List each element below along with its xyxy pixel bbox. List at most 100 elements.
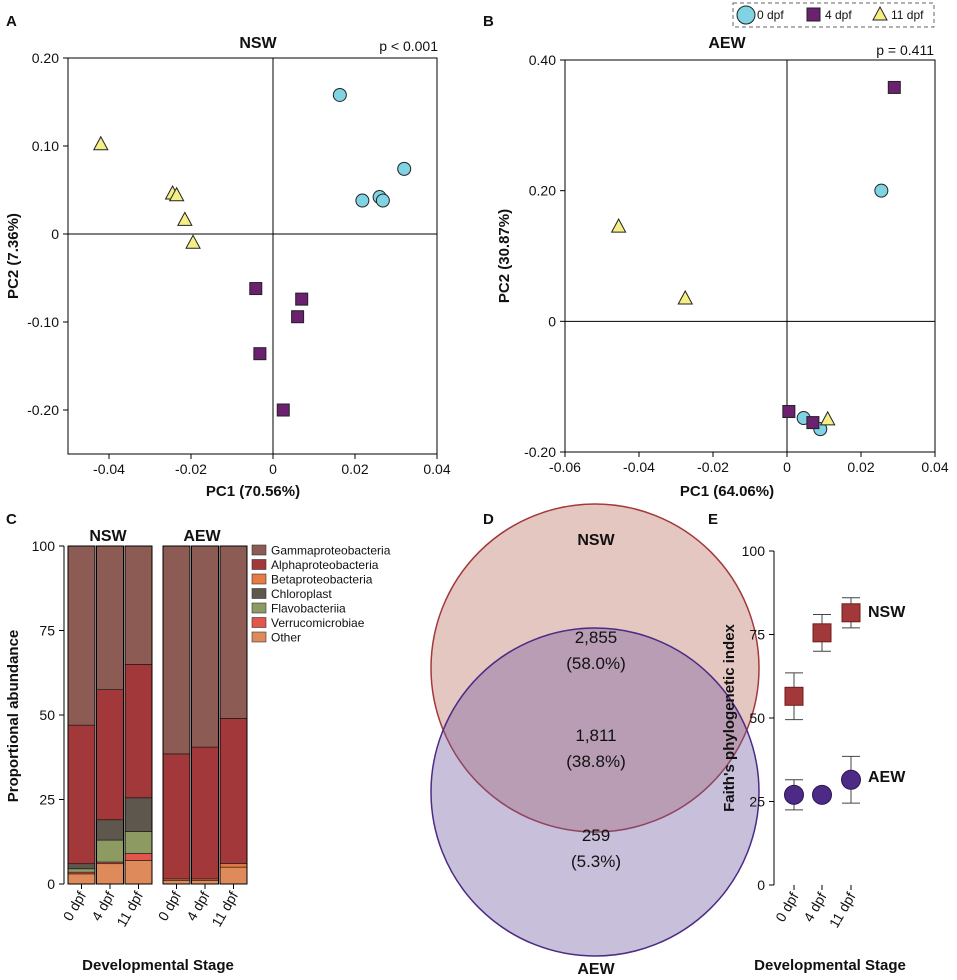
e-xtick-label: 4 dpf — [800, 889, 829, 924]
c-legend-swatch — [251, 573, 267, 585]
c-bar-segment-verrucomicrobiae — [124, 853, 153, 861]
a-point-0dpf — [397, 161, 412, 176]
panel-e-xlabel: Developmental Stage — [754, 957, 906, 974]
b-xtick-label: 0 — [783, 459, 791, 475]
c-legend-label: Gammaproteobacteria — [271, 544, 391, 558]
c-bar-segment-betaproteobacteria — [219, 863, 248, 868]
c-ytick-label: 50 — [39, 707, 55, 723]
a-ytick-label: -0.20 — [27, 402, 59, 418]
venn-nsw-only-count: 2,855 — [575, 628, 618, 647]
venn-label-nsw: NSW — [577, 532, 615, 549]
b-point-11dpf — [677, 289, 694, 305]
c-bar-segment-other — [162, 880, 191, 885]
e-point-nsw — [784, 686, 804, 706]
c-legend-label: Flavobacteriia — [271, 602, 346, 616]
a-point-0dpf — [375, 193, 390, 208]
a-point-0dpf — [355, 193, 370, 208]
e-point-aew — [784, 784, 804, 805]
c-legend-swatch — [251, 631, 267, 643]
panel-b: 0 dpf 4 dpf 11 dpf AEW p = 0.411 -0.06 -0… — [496, 2, 949, 500]
b-ytick-label: 0.20 — [529, 183, 556, 199]
b-xtick-label: -0.04 — [623, 459, 655, 475]
c-legend-label: Betaproteobacteria — [271, 573, 373, 587]
c-xtick-label: 4 dpf — [88, 888, 117, 923]
panel-c-group-nsw: NSW — [89, 528, 127, 545]
a-point-11dpf — [168, 186, 185, 202]
legend-ab-marker-11dpf — [872, 5, 888, 21]
legend-ab-label-11dpf: 11 dpf — [891, 8, 924, 22]
legend-ab: 0 dpf 4 dpf 11 dpf — [732, 2, 935, 28]
c-ytick-label: 25 — [39, 792, 55, 808]
panel-c-ylabel: Proportional abundance — [5, 630, 22, 803]
e-ytick-label: 75 — [749, 627, 765, 643]
panel-a-title: NSW — [239, 35, 277, 52]
a-point-4dpf — [295, 292, 309, 306]
c-xtick-label: 0 dpf — [155, 888, 184, 923]
c-bar-segment-gammaproteobacteria — [67, 545, 96, 726]
c-bar-segment-flavobacteriia — [124, 831, 153, 854]
b-xtick-label: 0.04 — [921, 459, 948, 475]
panel-b-pvalue: p = 0.411 — [876, 42, 934, 58]
b-point-11dpf — [610, 218, 627, 233]
c-bar-segment-other — [96, 863, 124, 885]
panel-b-xlabel: PC1 (64.06%) — [680, 483, 774, 500]
c-ytick-label: 0 — [47, 876, 55, 892]
venn-aew-only-count: 259 — [582, 826, 610, 845]
panel-e-label-nsw: NSW — [868, 604, 906, 621]
panel-b-frame — [564, 59, 936, 453]
c-bar-segment-gammaproteobacteria — [162, 545, 191, 755]
venn-circle-aew — [430, 627, 760, 957]
c-legend-swatch — [251, 602, 267, 614]
c-legend-label: Other — [271, 631, 301, 645]
e-xtick-label: 11 dpf — [826, 889, 859, 930]
c-bar-segment-chloroplast — [67, 863, 96, 870]
legend-ab-label-4dpf: 4 dpf — [825, 8, 852, 22]
b-ytick-label: -0.20 — [524, 444, 556, 460]
panel-a-zero-lines — [68, 58, 437, 454]
a-xtick-label: 0.04 — [423, 461, 450, 477]
c-bar-segment-flavobacteriia — [96, 839, 124, 863]
c-legend-swatch — [251, 544, 267, 556]
a-point-4dpf — [249, 282, 263, 296]
panel-label-c: C — [6, 511, 17, 528]
e-point-aew — [841, 769, 861, 790]
c-legend-swatch — [251, 559, 267, 570]
a-ytick-label: 0.20 — [32, 50, 59, 66]
c-bar-segment-alphaproteobacteria — [124, 663, 153, 799]
panel-label-b: B — [483, 13, 494, 30]
panel-b-zero-lines — [565, 60, 935, 452]
c-bar-segment-alphaproteobacteria — [67, 724, 96, 865]
c-xtick-label: 4 dpf — [183, 888, 212, 923]
panel-e-ylabel: Faith's phylogenetic index — [721, 623, 738, 811]
legend-ab-marker-4dpf — [806, 7, 821, 22]
c-bar-segment-gammaproteobacteria — [96, 545, 124, 690]
venn-shared-percent: (38.8%) — [566, 752, 626, 771]
c-legend-swatch — [251, 588, 267, 599]
c-bar-segment-other — [191, 880, 219, 885]
a-point-4dpf — [253, 347, 267, 361]
a-point-11dpf — [185, 234, 201, 249]
panel-label-a: A — [6, 13, 17, 30]
b-xtick-label: -0.06 — [549, 459, 581, 475]
e-point-nsw — [812, 623, 832, 643]
a-ytick-label: 0 — [51, 226, 59, 242]
a-xtick-label: -0.02 — [175, 461, 207, 477]
venn-shared-count: 1,811 — [575, 726, 616, 745]
panel-e-points — [784, 597, 861, 811]
c-bar-segment-alphaproteobacteria — [219, 718, 248, 865]
panel-b-ticks: -0.06 -0.04 -0.02 0 0.02 0.04 0.40 0.20 0 -0.20 — [524, 52, 949, 475]
panel-b-points — [610, 80, 901, 437]
e-ytick-label: 50 — [749, 710, 765, 726]
a-xtick-label: 0 — [269, 461, 277, 477]
b-point-4dpf — [782, 404, 796, 418]
e-ytick-label: 100 — [742, 543, 766, 559]
a-point-0dpf — [332, 87, 347, 102]
c-xtick-label: 0 dpf — [60, 888, 89, 923]
c-bar-segment-alphaproteobacteria — [96, 689, 124, 821]
a-point-11dpf — [92, 135, 109, 151]
panel-a-frame — [67, 57, 438, 455]
